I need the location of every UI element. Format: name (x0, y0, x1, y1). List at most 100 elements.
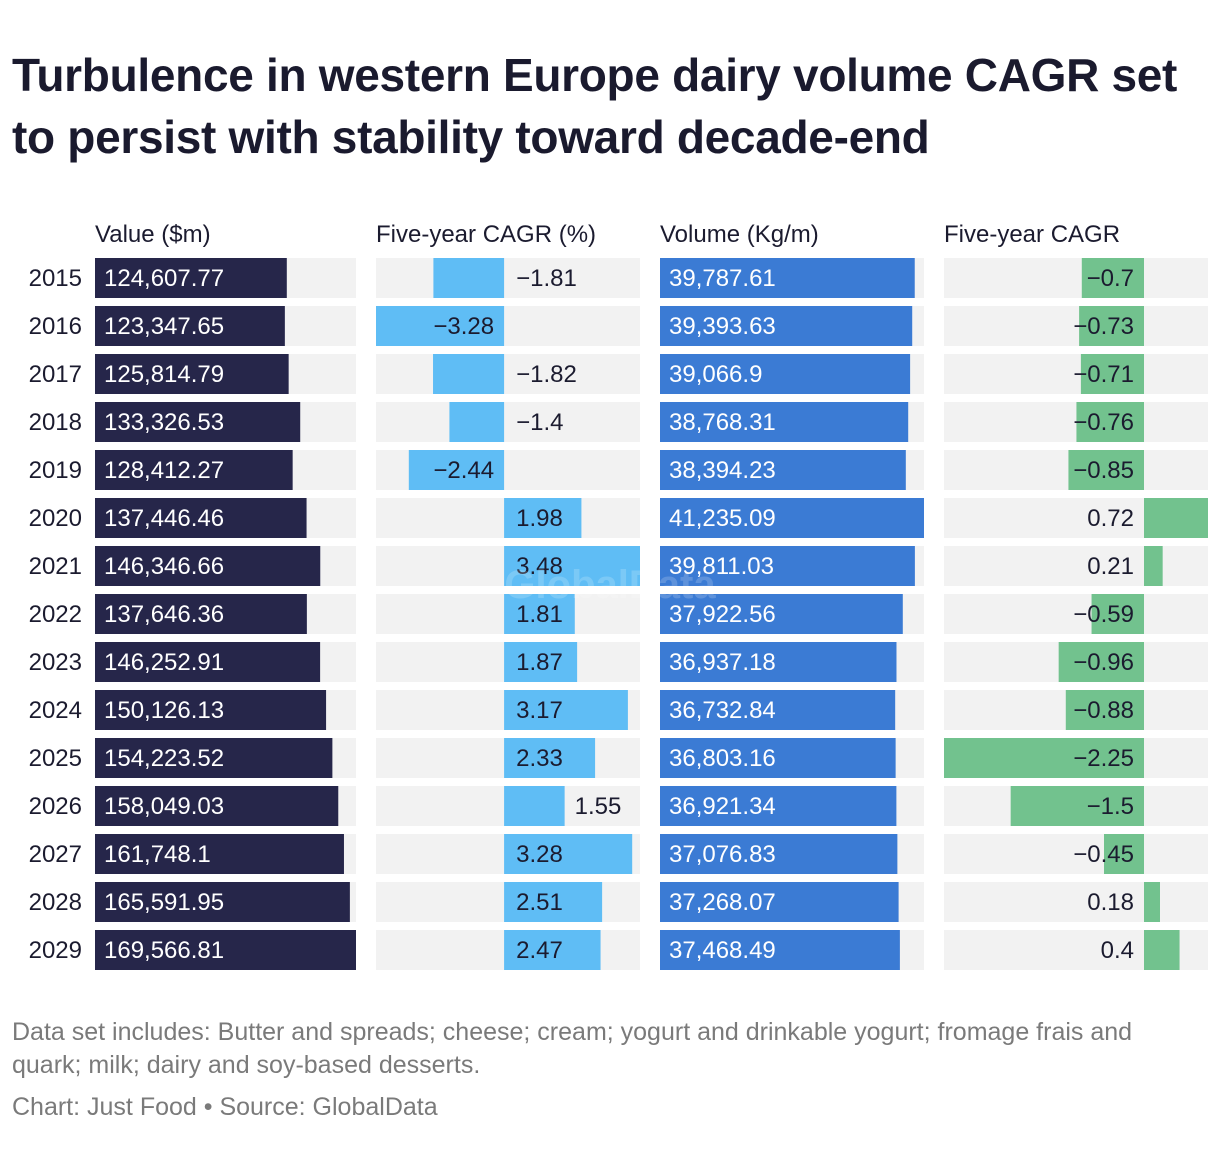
data-label: 1.87 (516, 649, 563, 676)
data-label: 3.17 (516, 697, 563, 724)
bar (504, 594, 575, 634)
data-label: 0.21 (1087, 553, 1134, 580)
bar (1080, 354, 1144, 394)
bar (660, 498, 924, 538)
bar (1010, 786, 1144, 826)
row-track (944, 258, 1208, 298)
data-label: 41,235.09 (669, 505, 776, 532)
year-label: 2019 (29, 457, 82, 484)
row-track (944, 402, 1208, 442)
bar (1144, 882, 1160, 922)
bar (95, 450, 293, 490)
year-label: 2016 (29, 313, 82, 340)
data-label: 150,126.13 (104, 697, 224, 724)
data-label: −0.88 (1073, 697, 1134, 724)
data-label: −0.45 (1073, 841, 1134, 868)
data-label: 37,922.56 (669, 601, 776, 628)
bar (504, 498, 582, 538)
year-label: 2021 (29, 553, 82, 580)
year-label: 2018 (29, 409, 82, 436)
data-label: 1.55 (575, 793, 622, 820)
bar (449, 402, 505, 442)
data-label: −0.85 (1073, 457, 1134, 484)
data-label: −0.73 (1073, 313, 1134, 340)
data-label: −1.81 (516, 265, 577, 292)
data-label: 0.72 (1087, 505, 1134, 532)
chart-title: Turbulence in western Europe dairy volum… (12, 49, 1178, 163)
data-label: 0.4 (1101, 937, 1134, 964)
year-label: 2020 (29, 505, 82, 532)
bar (660, 738, 896, 778)
row-track (376, 354, 640, 394)
row-track (944, 834, 1208, 874)
data-label: 2.33 (516, 745, 563, 772)
bar (1079, 306, 1144, 346)
year-label: 2027 (29, 841, 82, 868)
bar (95, 546, 321, 586)
bar (504, 738, 596, 778)
bar (504, 546, 640, 586)
bar (1144, 498, 1208, 538)
data-label: −0.7 (1087, 265, 1134, 292)
bar (660, 786, 897, 826)
column-header: Five-year CAGR (%) (376, 221, 596, 248)
data-label: 154,223.52 (104, 745, 224, 772)
year-label: 2024 (29, 697, 82, 724)
data-label: 37,468.49 (669, 937, 776, 964)
row-track (376, 258, 640, 298)
data-label: 36,732.84 (669, 697, 776, 724)
data-label: 137,446.46 (104, 505, 224, 532)
data-label: 2.51 (516, 889, 563, 916)
bar (660, 546, 915, 586)
year-label: 2029 (29, 937, 82, 964)
bar (1104, 834, 1144, 874)
bar (95, 690, 327, 730)
data-label: −0.96 (1073, 649, 1134, 676)
bar (504, 834, 633, 874)
data-label: 37,076.83 (669, 841, 776, 868)
bar (1076, 402, 1144, 442)
data-label: −0.71 (1073, 361, 1134, 388)
data-label: 36,803.16 (669, 745, 776, 772)
chart-credit: Chart: Just Food • Source: GlobalData (12, 1093, 438, 1121)
data-label: 39,393.63 (669, 313, 776, 340)
bar (660, 642, 897, 682)
bar (95, 738, 333, 778)
bar (408, 450, 505, 490)
year-label: 2023 (29, 649, 82, 676)
bar (1065, 690, 1144, 730)
bar (1144, 930, 1180, 970)
bar (95, 594, 307, 634)
data-label: −0.59 (1073, 601, 1134, 628)
year-label: 2028 (29, 889, 82, 916)
bar (376, 306, 505, 346)
year-label: 2025 (29, 745, 82, 772)
row-track (944, 882, 1208, 922)
bar (95, 498, 307, 538)
data-label: 36,937.18 (669, 649, 776, 676)
chart-notes: Data set includes: Butter and spreads; c… (12, 1018, 1133, 1079)
column-header: Volume (Kg/m) (660, 221, 819, 248)
bar (504, 882, 603, 922)
bar (660, 306, 913, 346)
data-label: 36,921.34 (669, 793, 776, 820)
chart-table: 2015 2016 2017 2018 2019 2020 2021 2022 2023 2024… (29, 221, 1208, 970)
bar (95, 882, 350, 922)
data-label: 133,326.53 (104, 409, 224, 436)
data-label: 0.18 (1087, 889, 1134, 916)
column-header: Five-year CAGR (944, 221, 1120, 248)
data-label: 125,814.79 (104, 361, 224, 388)
bar (660, 450, 906, 490)
data-label: 3.48 (516, 553, 563, 580)
watermark: GlobalData (504, 563, 716, 607)
row-track (376, 402, 640, 442)
bar (504, 642, 578, 682)
bar (504, 690, 628, 730)
bar (660, 690, 896, 730)
column-header: Value ($m) (95, 221, 211, 248)
year-label: 2022 (29, 601, 82, 628)
bar (660, 882, 899, 922)
bar (1091, 594, 1144, 634)
row-track (944, 546, 1208, 586)
bar (95, 258, 287, 298)
